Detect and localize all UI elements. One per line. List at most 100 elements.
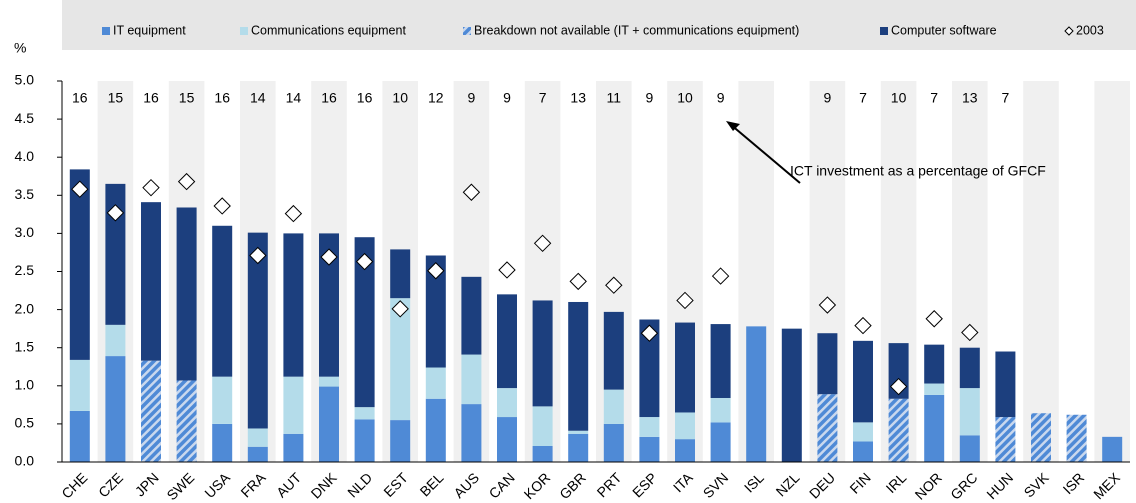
bar-segment xyxy=(675,439,695,462)
bar-segment xyxy=(105,324,126,357)
ict-share-label: 16 xyxy=(214,90,230,106)
marker-2003 xyxy=(71,180,89,198)
bar-segment xyxy=(568,433,589,462)
x-tick-label: ISL xyxy=(741,469,767,495)
bar-segment xyxy=(817,333,838,395)
marker-2003 xyxy=(391,300,409,318)
bar-segment xyxy=(461,404,482,462)
annotation: ICT investment as a percentage of GFCF xyxy=(790,163,1046,179)
marker-2003 xyxy=(284,204,303,223)
x-tick-label: SVK xyxy=(1021,469,1053,501)
ict-share-label: 16 xyxy=(72,90,88,106)
bar-segment xyxy=(354,419,375,462)
bar-segment xyxy=(283,376,304,434)
bar-segment xyxy=(105,183,126,325)
x-tick-label: KOR xyxy=(521,469,554,502)
bar-segment xyxy=(141,360,161,462)
marker-2003 xyxy=(961,323,979,342)
ict-share-label: 16 xyxy=(357,90,373,106)
x-tick-label: ITA xyxy=(670,469,696,495)
x-tick-label: JPN xyxy=(132,469,162,499)
bar-segment xyxy=(532,445,553,462)
bar-segment xyxy=(425,255,446,368)
bar-segment xyxy=(746,326,767,462)
marker-2003 xyxy=(676,291,694,310)
legend-label: Breakdown not available (IT + communicat… xyxy=(474,23,799,37)
legend-background xyxy=(62,0,1136,50)
bar-segment xyxy=(710,422,731,462)
ict-share-label: 7 xyxy=(859,90,867,106)
bar-segment xyxy=(959,435,980,462)
bar-segment xyxy=(390,298,411,421)
x-tick-label: DEU xyxy=(806,469,838,501)
bar-segment xyxy=(69,410,90,462)
x-tick-label: GRC xyxy=(947,469,980,502)
bar-segment xyxy=(995,417,1016,462)
marker-2003 xyxy=(605,276,623,294)
bar-segment xyxy=(959,347,980,389)
marker-2003 xyxy=(854,316,872,335)
marker-2003 xyxy=(142,178,160,197)
marker-2003 xyxy=(711,267,730,285)
x-tick-label: CAN xyxy=(486,469,518,501)
bar-segment xyxy=(69,359,90,411)
ict-share-label: 15 xyxy=(108,90,124,106)
bar-segment xyxy=(461,354,482,405)
bar-segment xyxy=(425,367,446,399)
bar-segment xyxy=(319,376,339,387)
ict-share-label: 7 xyxy=(1002,90,1010,106)
bar-segment xyxy=(390,249,411,299)
x-tick-label: PRT xyxy=(594,469,625,500)
marker-2003 xyxy=(355,252,374,271)
bar-segment xyxy=(283,233,304,377)
x-tick-label: SVN xyxy=(700,469,732,501)
x-tick-label: GBR xyxy=(556,469,589,502)
bar-segment xyxy=(603,389,624,424)
marker-2003 xyxy=(427,262,445,280)
bar-segment xyxy=(212,225,233,377)
bar-segment xyxy=(1031,413,1051,462)
bar-segment xyxy=(639,319,660,418)
bar-segment xyxy=(461,276,482,355)
bar-segment xyxy=(1102,436,1123,462)
ict-share-label: 16 xyxy=(321,90,337,106)
bar-segment xyxy=(425,398,446,462)
bar-segment xyxy=(568,301,589,431)
bar-segment xyxy=(639,436,660,462)
x-tick-label: CHE xyxy=(58,469,90,501)
legend-swatch xyxy=(880,27,888,35)
ict-share-label: 9 xyxy=(824,90,832,106)
y-tick-label: 0.5 xyxy=(15,415,35,431)
bar-segment xyxy=(283,433,304,462)
x-tick-label: NLD xyxy=(344,469,375,500)
ict-share-label: 7 xyxy=(930,90,938,106)
bar-segment xyxy=(924,344,945,384)
bar-segment xyxy=(639,417,660,437)
x-tick-label: AUS xyxy=(450,469,482,501)
marker-2003 xyxy=(889,377,908,396)
y-tick-label: 2.0 xyxy=(15,300,35,316)
marker-2003 xyxy=(462,183,481,201)
ict-share-label: 10 xyxy=(392,90,408,106)
x-tick-label: AUT xyxy=(273,469,304,500)
x-tick-label: MEX xyxy=(1090,469,1123,502)
y-tick-label: 1.5 xyxy=(15,338,35,354)
y-tick-label: 3.5 xyxy=(15,186,35,202)
marker-2003 xyxy=(818,296,837,314)
y-tick-label: 1.0 xyxy=(15,377,35,393)
legend-label: Computer software xyxy=(891,23,997,37)
x-tick-label: EST xyxy=(380,469,411,500)
bar-segment xyxy=(924,394,945,462)
bar-segment xyxy=(710,397,731,423)
bar-segment xyxy=(853,340,873,423)
marker-2003 xyxy=(249,246,267,265)
bar-segment xyxy=(69,169,90,360)
legend-label: 2003 xyxy=(1076,23,1104,37)
ict-share-label: 9 xyxy=(646,90,654,106)
bar-segment xyxy=(497,294,517,389)
bar-segment xyxy=(247,232,268,429)
ict-share-label: 12 xyxy=(428,90,444,106)
marker-2003 xyxy=(569,272,587,291)
ict-share-label: 13 xyxy=(570,90,586,106)
bar-segment xyxy=(247,428,268,447)
